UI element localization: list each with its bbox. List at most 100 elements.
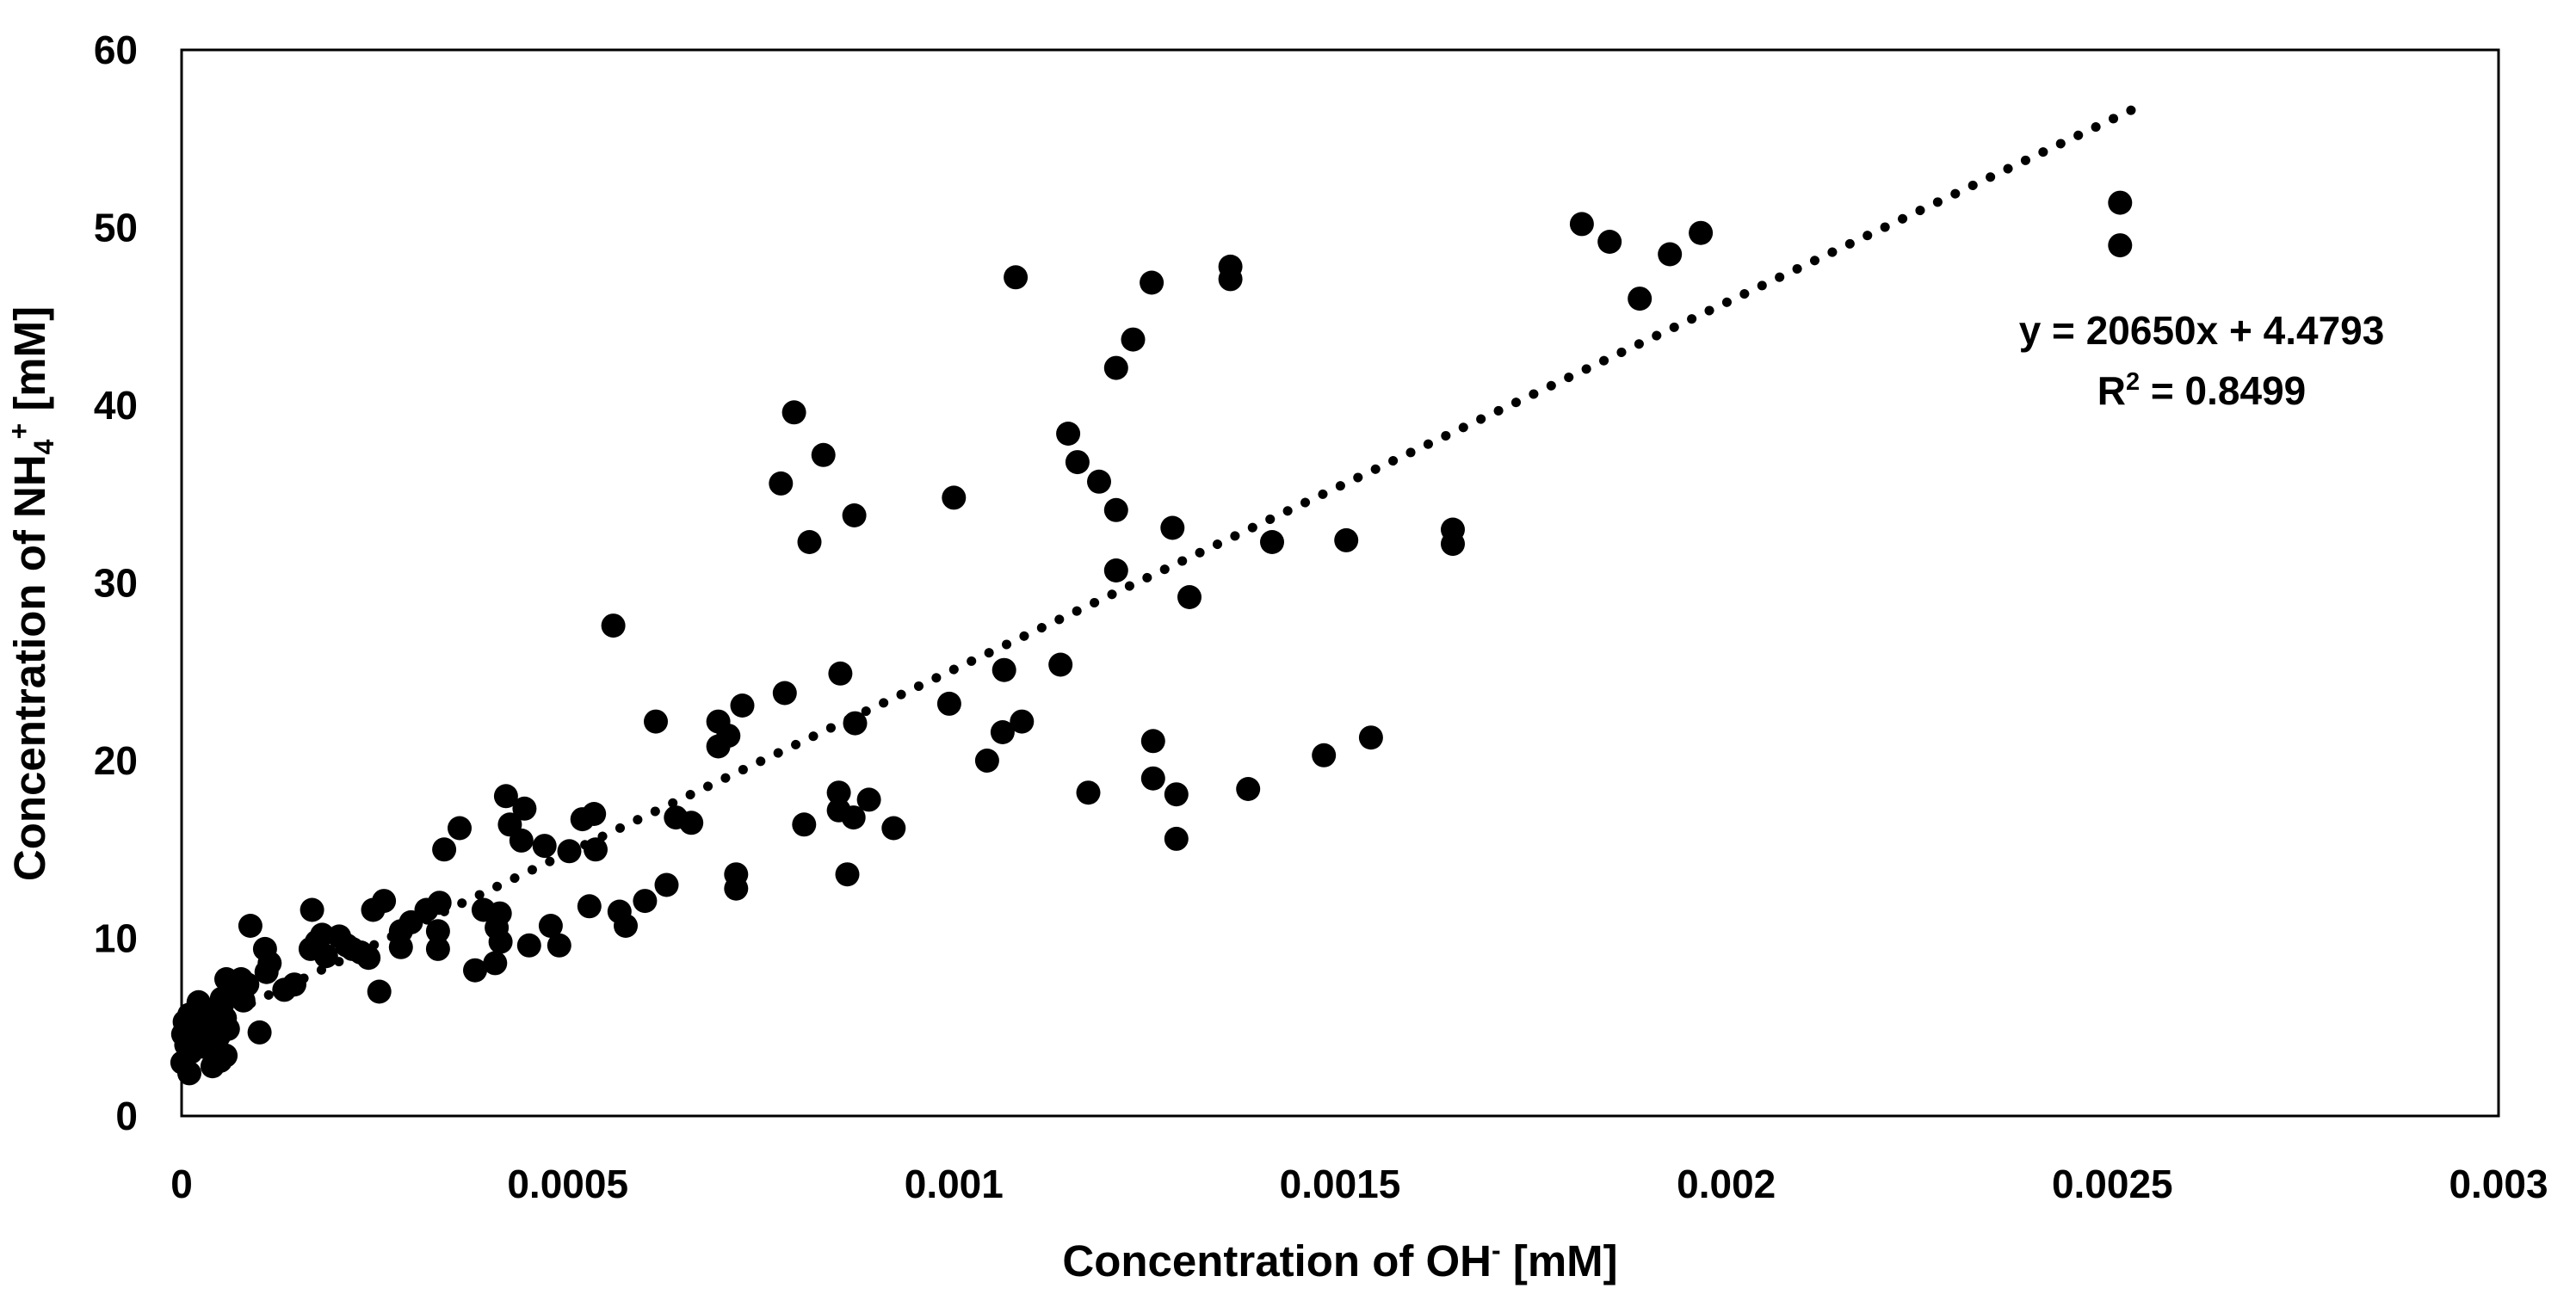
data-point (1218, 267, 1243, 292)
data-point (1103, 355, 1128, 380)
data-point (724, 876, 749, 901)
y-axis-ticks: 0 10 20 30 40 50 60 (94, 28, 138, 1138)
data-point (1312, 743, 1337, 767)
data-point (792, 812, 817, 837)
data-point (843, 711, 868, 736)
data-point (1569, 212, 1594, 237)
y-tick-label: 30 (94, 561, 138, 606)
y-tick-label: 20 (94, 738, 138, 783)
data-point (1177, 585, 1202, 609)
label-sup: - (1492, 1235, 1501, 1266)
data-point (313, 944, 338, 969)
data-point (1076, 780, 1101, 805)
data-point (213, 1043, 238, 1068)
data-point (1597, 230, 1622, 254)
data-point (1010, 709, 1035, 734)
y-tick-label: 50 (94, 206, 138, 250)
data-point (990, 720, 1015, 744)
data-point (538, 914, 563, 938)
data-point (215, 1016, 240, 1041)
data-point (488, 929, 513, 954)
data-point (1048, 652, 1073, 677)
label-text: Concentration of NH (5, 454, 54, 881)
data-point (516, 933, 541, 958)
data-point (1628, 287, 1652, 311)
data-point (557, 839, 582, 864)
label-sup: + (3, 423, 34, 440)
data-points-layer (170, 190, 2133, 1086)
data-point (1164, 826, 1189, 851)
x-tick-label: 0.003 (2449, 1162, 2548, 1206)
data-point (532, 834, 557, 859)
data-point (1140, 729, 1165, 754)
y-tick-label: 60 (94, 28, 138, 72)
data-point (463, 958, 487, 983)
data-point (493, 784, 518, 809)
data-point (1004, 265, 1029, 290)
data-point (1334, 527, 1359, 552)
label-sup: 2 (2126, 368, 2140, 396)
x-tick-label: 0.0005 (507, 1162, 628, 1206)
data-point (826, 780, 851, 805)
r-squared-label: R2 = 0.8499 (2097, 368, 2307, 413)
label-text: R (2097, 368, 2126, 413)
data-point (730, 693, 755, 718)
data-point (679, 811, 704, 835)
data-point (367, 979, 392, 1004)
data-point (2108, 233, 2133, 258)
label-text: Concentration of OH (1062, 1236, 1492, 1285)
data-point (1103, 497, 1128, 522)
data-point (425, 919, 450, 944)
data-point (654, 872, 679, 897)
data-point (614, 914, 638, 938)
y-tick-label: 10 (94, 916, 138, 961)
data-point (781, 400, 806, 425)
data-point (1140, 270, 1164, 295)
data-point (356, 946, 381, 971)
data-point (828, 661, 853, 686)
data-point (991, 657, 1016, 682)
data-point (974, 749, 999, 773)
x-axis-ticks: 0 0.0005 0.001 0.0015 0.002 0.0025 0.003 (170, 1162, 2548, 1206)
data-point (547, 933, 571, 958)
data-point (1260, 530, 1284, 554)
data-point (706, 734, 731, 759)
x-tick-label: 0.0025 (2052, 1162, 2173, 1206)
x-tick-label: 0 (170, 1162, 193, 1206)
data-point (1056, 422, 1081, 446)
label-text: = 0.8499 (2140, 368, 2306, 413)
data-point (835, 862, 860, 887)
data-point (483, 951, 508, 976)
data-point (1236, 777, 1261, 801)
data-point (238, 914, 263, 938)
data-point (509, 828, 534, 853)
data-point (601, 613, 626, 638)
data-point (582, 802, 607, 826)
data-point (1140, 766, 1165, 791)
label-sub: 4 (28, 439, 59, 454)
data-point (584, 837, 608, 862)
data-point (1160, 515, 1185, 540)
data-point (797, 530, 822, 554)
data-point (1087, 469, 1111, 494)
data-point (769, 471, 794, 496)
data-point (282, 972, 306, 997)
label-text: [mM] (5, 306, 54, 423)
data-point (1689, 220, 1714, 245)
data-point (1658, 242, 1683, 267)
data-point (512, 796, 537, 821)
data-point (1441, 532, 1465, 557)
data-point (1121, 327, 1146, 352)
data-point (633, 889, 658, 914)
y-tick-label: 0 (115, 1094, 138, 1138)
data-point (425, 936, 450, 961)
data-point (842, 503, 867, 527)
data-point (1065, 450, 1090, 475)
data-point (1103, 558, 1128, 583)
data-point (2108, 190, 2133, 215)
x-tick-label: 0.001 (905, 1162, 1004, 1206)
data-point (432, 837, 457, 862)
data-point (577, 894, 602, 919)
